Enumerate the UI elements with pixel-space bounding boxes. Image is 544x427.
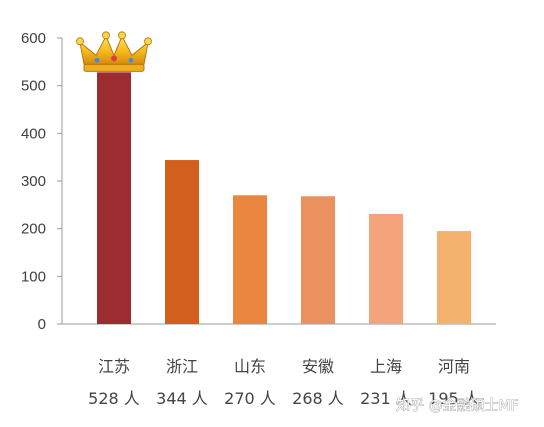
bar [165,160,199,324]
category-label: 河南 [438,357,470,376]
category-label: 山东 [234,357,266,376]
category-label: 上海 [370,357,402,376]
y-tick-label: 300 [21,173,46,190]
bar [97,72,131,324]
y-tick-label: 400 [21,125,46,142]
category-label: 浙江 [166,357,198,376]
y-tick-label: 600 [21,30,46,47]
y-tick-label: 200 [21,221,46,238]
value-label: 195 人 [428,389,480,408]
category-label: 安徽 [302,357,334,376]
y-tick-label: 0 [38,316,46,333]
value-label: 528 人 [88,389,140,408]
watermark-text: 知乎 @金融硕士MF [396,397,519,414]
crown-icon [76,31,152,72]
y-tick-label: 100 [21,268,46,285]
value-label: 270 人 [224,389,276,408]
bar [301,196,335,324]
category-label: 江苏 [98,357,130,376]
bars [97,72,471,324]
value-labels: 528 人 344 人 270 人 268 人 231 人 195 人 [88,389,480,408]
category-labels: 江苏 浙江 山东 安徽 上海 河南 [98,357,470,376]
value-label: 344 人 [156,389,208,408]
bar [233,195,267,324]
y-tick-label: 500 [21,78,46,95]
bar [369,213,403,324]
value-label: 268 人 [292,389,344,408]
y-axis-ticks: 0 100 200 300 400 500 600 [21,30,62,333]
value-label: 231 人 [360,389,412,408]
bar [437,231,471,324]
